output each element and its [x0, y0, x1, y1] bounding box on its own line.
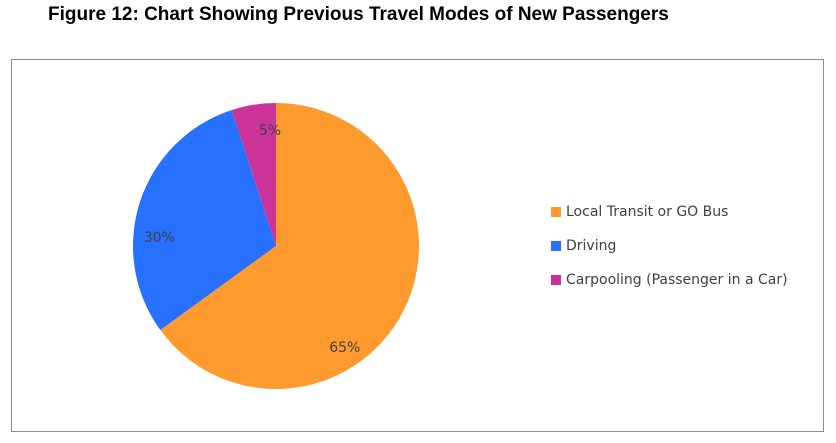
legend-swatch — [551, 275, 561, 285]
chart-frame: 65% 30% 5% Local Transit or GO Bus Driving C… — [11, 59, 824, 432]
legend-entry-label: Driving — [566, 238, 616, 254]
legend: Local Transit or GO Bus Driving Carpooling… — [551, 204, 788, 288]
legend-entry-label: Local Transit or GO Bus — [566, 204, 728, 220]
figure-title: Figure 12: Chart Showing Previous Travel… — [48, 4, 669, 25]
pie-data-label: 30% — [144, 230, 175, 246]
pie-slice-carpooling-passenger-in-a-car — [231, 103, 276, 246]
pie-slice-local-transit-or-go-bus — [160, 103, 419, 390]
legend-entry-label: Carpooling (Passenger in a Car) — [566, 272, 788, 288]
legend-swatch — [551, 241, 561, 251]
pie-slice-driving — [133, 109, 276, 331]
pie-data-labels: 65% 30% 5% — [144, 123, 361, 356]
pie-slices — [133, 103, 419, 390]
pie-data-label: 5% — [259, 123, 281, 139]
pie-chart: 65% 30% 5% Local Transit or GO Bus Driving C… — [133, 103, 788, 390]
legend-swatch — [551, 207, 561, 217]
pie-data-label: 65% — [329, 340, 360, 356]
